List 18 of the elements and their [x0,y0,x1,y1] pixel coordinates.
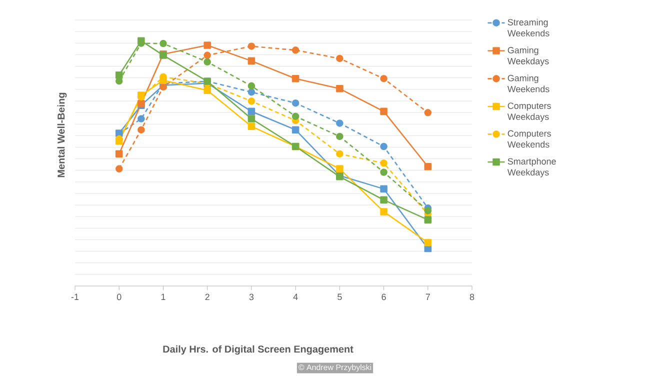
x-tick-label: 6 [382,294,386,300]
legend-label: Gaming Weekends [507,74,550,92]
x-tick-label: -1 [71,294,79,300]
legend-label: Computers Weekdays [507,102,551,122]
x-tick-label: 5 [338,294,342,300]
x-tick-label: 3 [249,294,254,300]
legend-label: Gaming Weekdays [507,46,549,66]
legend-label: Computers Weekends [507,130,551,148]
x-tick-label: 1 [161,294,166,300]
x-tick-label: 4 [293,294,298,300]
legend-label: Smartphone Weekdays [507,158,556,178]
x-tick-label: 8 [470,294,474,300]
x-axis-title: Daily Hrs. of Digital Screen Engagement [163,345,354,355]
y-axis-title: Mental Well-Being [57,92,67,178]
legend-label: Streaming Weekends [507,18,550,36]
x-tick-label: 2 [205,294,210,300]
x-tick-label: 7 [426,294,430,300]
x-tick-label: 0 [116,294,122,300]
